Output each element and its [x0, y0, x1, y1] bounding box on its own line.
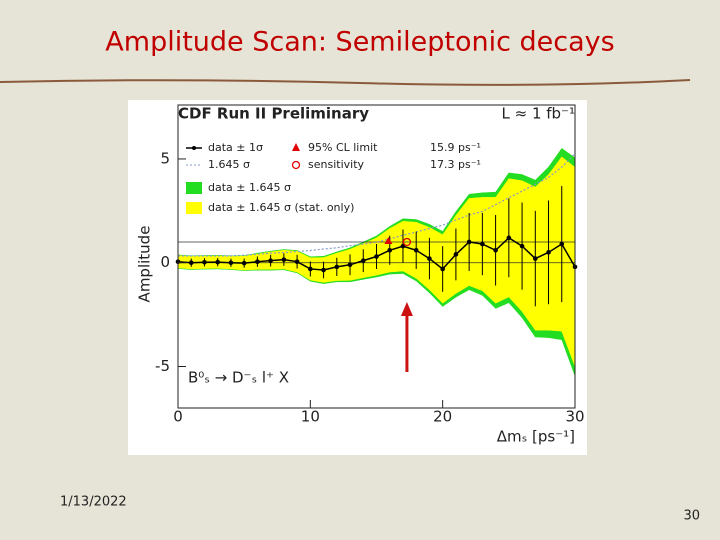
legend-marker [292, 143, 300, 151]
legend-value: 17.3 ps⁻¹ [430, 158, 481, 171]
plot-title: CDF Run II Preliminary [178, 105, 369, 123]
plot-frame [177, 104, 576, 409]
legend-swatch [186, 182, 202, 194]
decay-annotation: B⁰ₛ → D⁻ₛ l⁺ X [188, 369, 289, 387]
legend-label: sensitivity [308, 158, 365, 171]
data-point [413, 247, 419, 253]
data-point [453, 252, 459, 257]
data-point [533, 256, 538, 261]
y-tick-label: 0 [160, 253, 170, 271]
data-point [493, 247, 498, 253]
data-point [466, 239, 472, 245]
data-point [215, 259, 220, 265]
data-point [228, 260, 234, 266]
data-point [427, 256, 432, 261]
x-tick-label: 0 [173, 408, 183, 426]
data-point [255, 259, 260, 264]
error-band [561, 156, 576, 367]
error-band [455, 197, 470, 294]
data-point [506, 235, 512, 241]
legend-label: 95% CL limit [308, 141, 378, 154]
data-point [360, 258, 366, 263]
error-band [415, 221, 430, 291]
data-point [347, 262, 353, 268]
data-point [334, 264, 340, 270]
data-point [241, 260, 247, 266]
y-tick-label: 5 [160, 149, 170, 167]
x-axis-label: Δmₛ [ps⁻¹] [497, 428, 575, 446]
arrow-head [400, 302, 413, 316]
error-band [429, 227, 443, 304]
data-point [268, 258, 273, 263]
data-point [281, 257, 287, 262]
data-point [440, 266, 445, 272]
slide-title: Amplitude Scan: Semileptonic decays [105, 27, 614, 58]
legend-label: data ± 1σ [208, 141, 263, 154]
page-number: 30 [683, 509, 700, 524]
data-point [519, 243, 525, 249]
x-tick-label: 20 [433, 408, 452, 426]
data-point [387, 247, 393, 253]
cl-limit-marker [384, 236, 393, 244]
slide-date: 1/13/2022 [60, 495, 127, 510]
legend-marker [291, 160, 301, 170]
data-point [294, 259, 300, 264]
error-band [521, 180, 536, 331]
legend-dot [192, 146, 196, 150]
data-point [374, 254, 379, 259]
y-axis-label: Amplitude [136, 226, 154, 303]
data-point [559, 241, 565, 247]
legend-swatch [186, 202, 202, 214]
legend-label: 1.645 σ [208, 158, 250, 171]
legend-label: data ± 1.645 σ [208, 181, 291, 194]
data-point [321, 267, 326, 273]
data-point [308, 266, 313, 272]
legend-value: 15.9 ps⁻¹ [430, 141, 481, 154]
luminosity: L ≈ 1 fb⁻¹ [501, 105, 575, 123]
data-point [480, 241, 485, 247]
divider [0, 79, 691, 86]
legend-label: data ± 1.645 σ (stat. only) [208, 201, 354, 214]
sensitivity-marker [402, 237, 412, 247]
data-point [188, 260, 194, 266]
error-band [495, 177, 510, 304]
data-point [202, 260, 207, 265]
x-tick-label: 30 [565, 408, 584, 426]
x-tick-label: 10 [301, 408, 320, 426]
data-point [546, 250, 551, 255]
y-tick-label: -5 [155, 357, 170, 375]
